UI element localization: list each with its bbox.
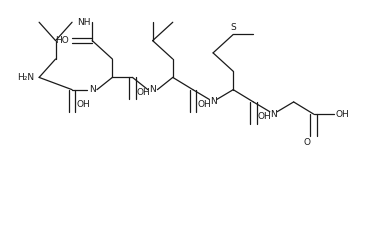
Text: N: N (270, 110, 277, 119)
Text: NH: NH (77, 18, 90, 27)
Text: N: N (89, 85, 96, 94)
Text: N: N (210, 97, 217, 106)
Text: O: O (304, 138, 311, 147)
Text: S: S (230, 23, 236, 32)
Text: HO: HO (55, 36, 69, 45)
Text: OH: OH (137, 88, 151, 96)
Text: H₂N: H₂N (18, 73, 35, 82)
Text: OH: OH (336, 110, 349, 119)
Text: OH: OH (197, 100, 211, 109)
Text: OH: OH (258, 112, 272, 121)
Text: OH: OH (76, 100, 90, 109)
Text: N: N (149, 85, 156, 94)
